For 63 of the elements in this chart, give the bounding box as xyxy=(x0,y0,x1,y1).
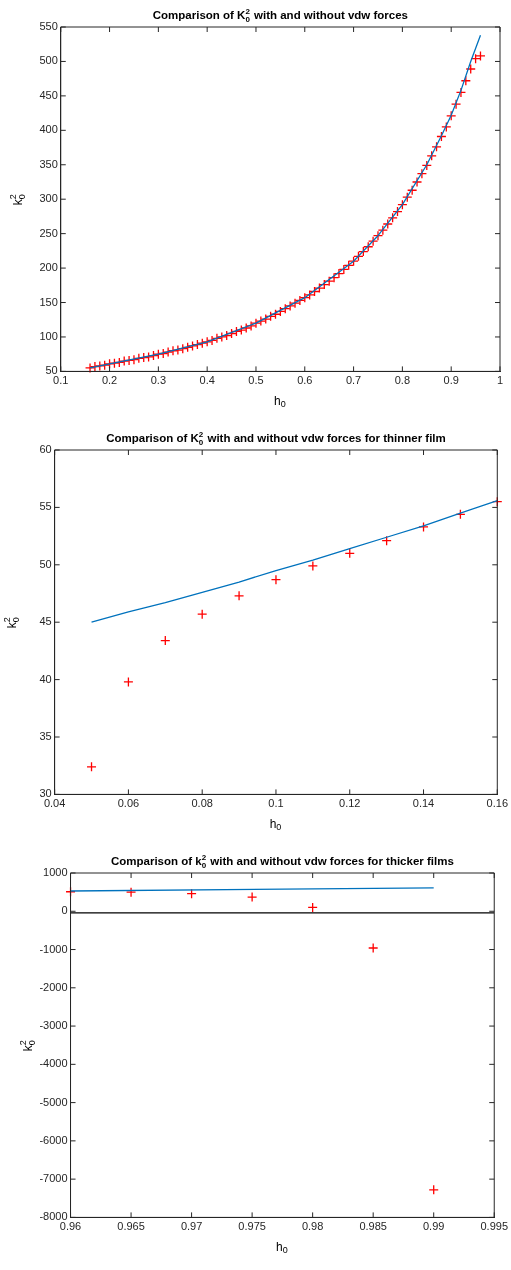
point xyxy=(233,590,245,601)
y-tick-label: 150 xyxy=(39,295,58,308)
y-tick-label: 0 xyxy=(61,904,68,917)
y-tick-label: -5000 xyxy=(39,1095,68,1108)
y-tick-label: 300 xyxy=(39,192,58,205)
y-tick-label: 35 xyxy=(39,730,52,743)
x-tick-label: 0.06 xyxy=(117,797,140,810)
x-tick-label: 0.04 xyxy=(43,797,66,810)
y-tick-label: 500 xyxy=(39,54,58,67)
y-tick-label: 450 xyxy=(39,88,58,101)
x-tick-label: 0.99 xyxy=(423,1220,445,1233)
y-axis-title: k02 xyxy=(2,617,21,629)
y-tick-label: -3000 xyxy=(39,1019,68,1032)
x-tick-label: 0.96 xyxy=(59,1220,82,1233)
x-tick-label: 0.8 xyxy=(394,374,411,387)
y-tick-label: 60 xyxy=(39,443,52,456)
point xyxy=(125,886,137,898)
x-tick-label: 0.5 xyxy=(248,374,264,387)
y-tick-label: 250 xyxy=(39,226,58,239)
y-tick-label: 45 xyxy=(39,615,52,628)
y-tick-label: 50 xyxy=(45,364,58,377)
x-tick-label: 0.98 xyxy=(301,1220,324,1233)
x-tick-label: 0.995 xyxy=(480,1220,508,1233)
y-tick-label: 30 xyxy=(39,787,52,800)
x-tick-label: 0.975 xyxy=(238,1220,266,1233)
point xyxy=(123,676,134,688)
x-tick-label: 0.1 xyxy=(53,374,69,387)
point xyxy=(270,574,282,585)
y-tick-label: -8000 xyxy=(39,1210,68,1223)
x-tick-label: 0.985 xyxy=(359,1220,387,1233)
y-tick-label: 550 xyxy=(39,20,58,33)
x-tick-label: 1 xyxy=(496,374,504,387)
x-tick-label: 0.3 xyxy=(150,374,167,387)
y-tick-label: 100 xyxy=(39,329,58,342)
y-tick-label: 1000 xyxy=(43,866,68,879)
y-axis-title: k02 xyxy=(8,194,27,206)
x-tick-label: 0.6 xyxy=(297,374,313,387)
x-tick-label: 0.1 xyxy=(268,797,284,810)
y-tick-label: 50 xyxy=(39,557,52,570)
x-tick-label: 0.7 xyxy=(345,374,362,387)
x-tick-label: 0.12 xyxy=(339,797,361,810)
y-tick-label: 200 xyxy=(39,261,58,274)
y-axis-title: k02 xyxy=(18,1040,37,1052)
y-tick-label: -4000 xyxy=(39,1057,68,1070)
x-tick-label: 0.97 xyxy=(180,1220,203,1233)
y-tick-label: 55 xyxy=(39,500,52,513)
x-tick-label: 0.14 xyxy=(412,797,435,810)
x-tick-label: 0.16 xyxy=(486,797,509,810)
x-tick-label: 0.4 xyxy=(199,374,215,387)
x-tick-label: 0.2 xyxy=(101,374,118,387)
point xyxy=(246,891,258,903)
x-tick-label: 0.9 xyxy=(443,374,459,387)
y-tick-label: 400 xyxy=(39,123,58,136)
point xyxy=(307,560,318,572)
y-tick-label: -6000 xyxy=(39,1133,68,1146)
x-tick-label: 0.965 xyxy=(117,1220,145,1233)
y-tick-label: -1000 xyxy=(39,942,68,955)
x-tick-label: 0.08 xyxy=(191,797,213,810)
y-tick-label: 350 xyxy=(39,157,58,170)
y-tick-label: 40 xyxy=(39,672,52,685)
y-tick-label: -7000 xyxy=(39,1172,68,1185)
point xyxy=(368,942,379,954)
y-tick-label: -2000 xyxy=(39,980,68,993)
